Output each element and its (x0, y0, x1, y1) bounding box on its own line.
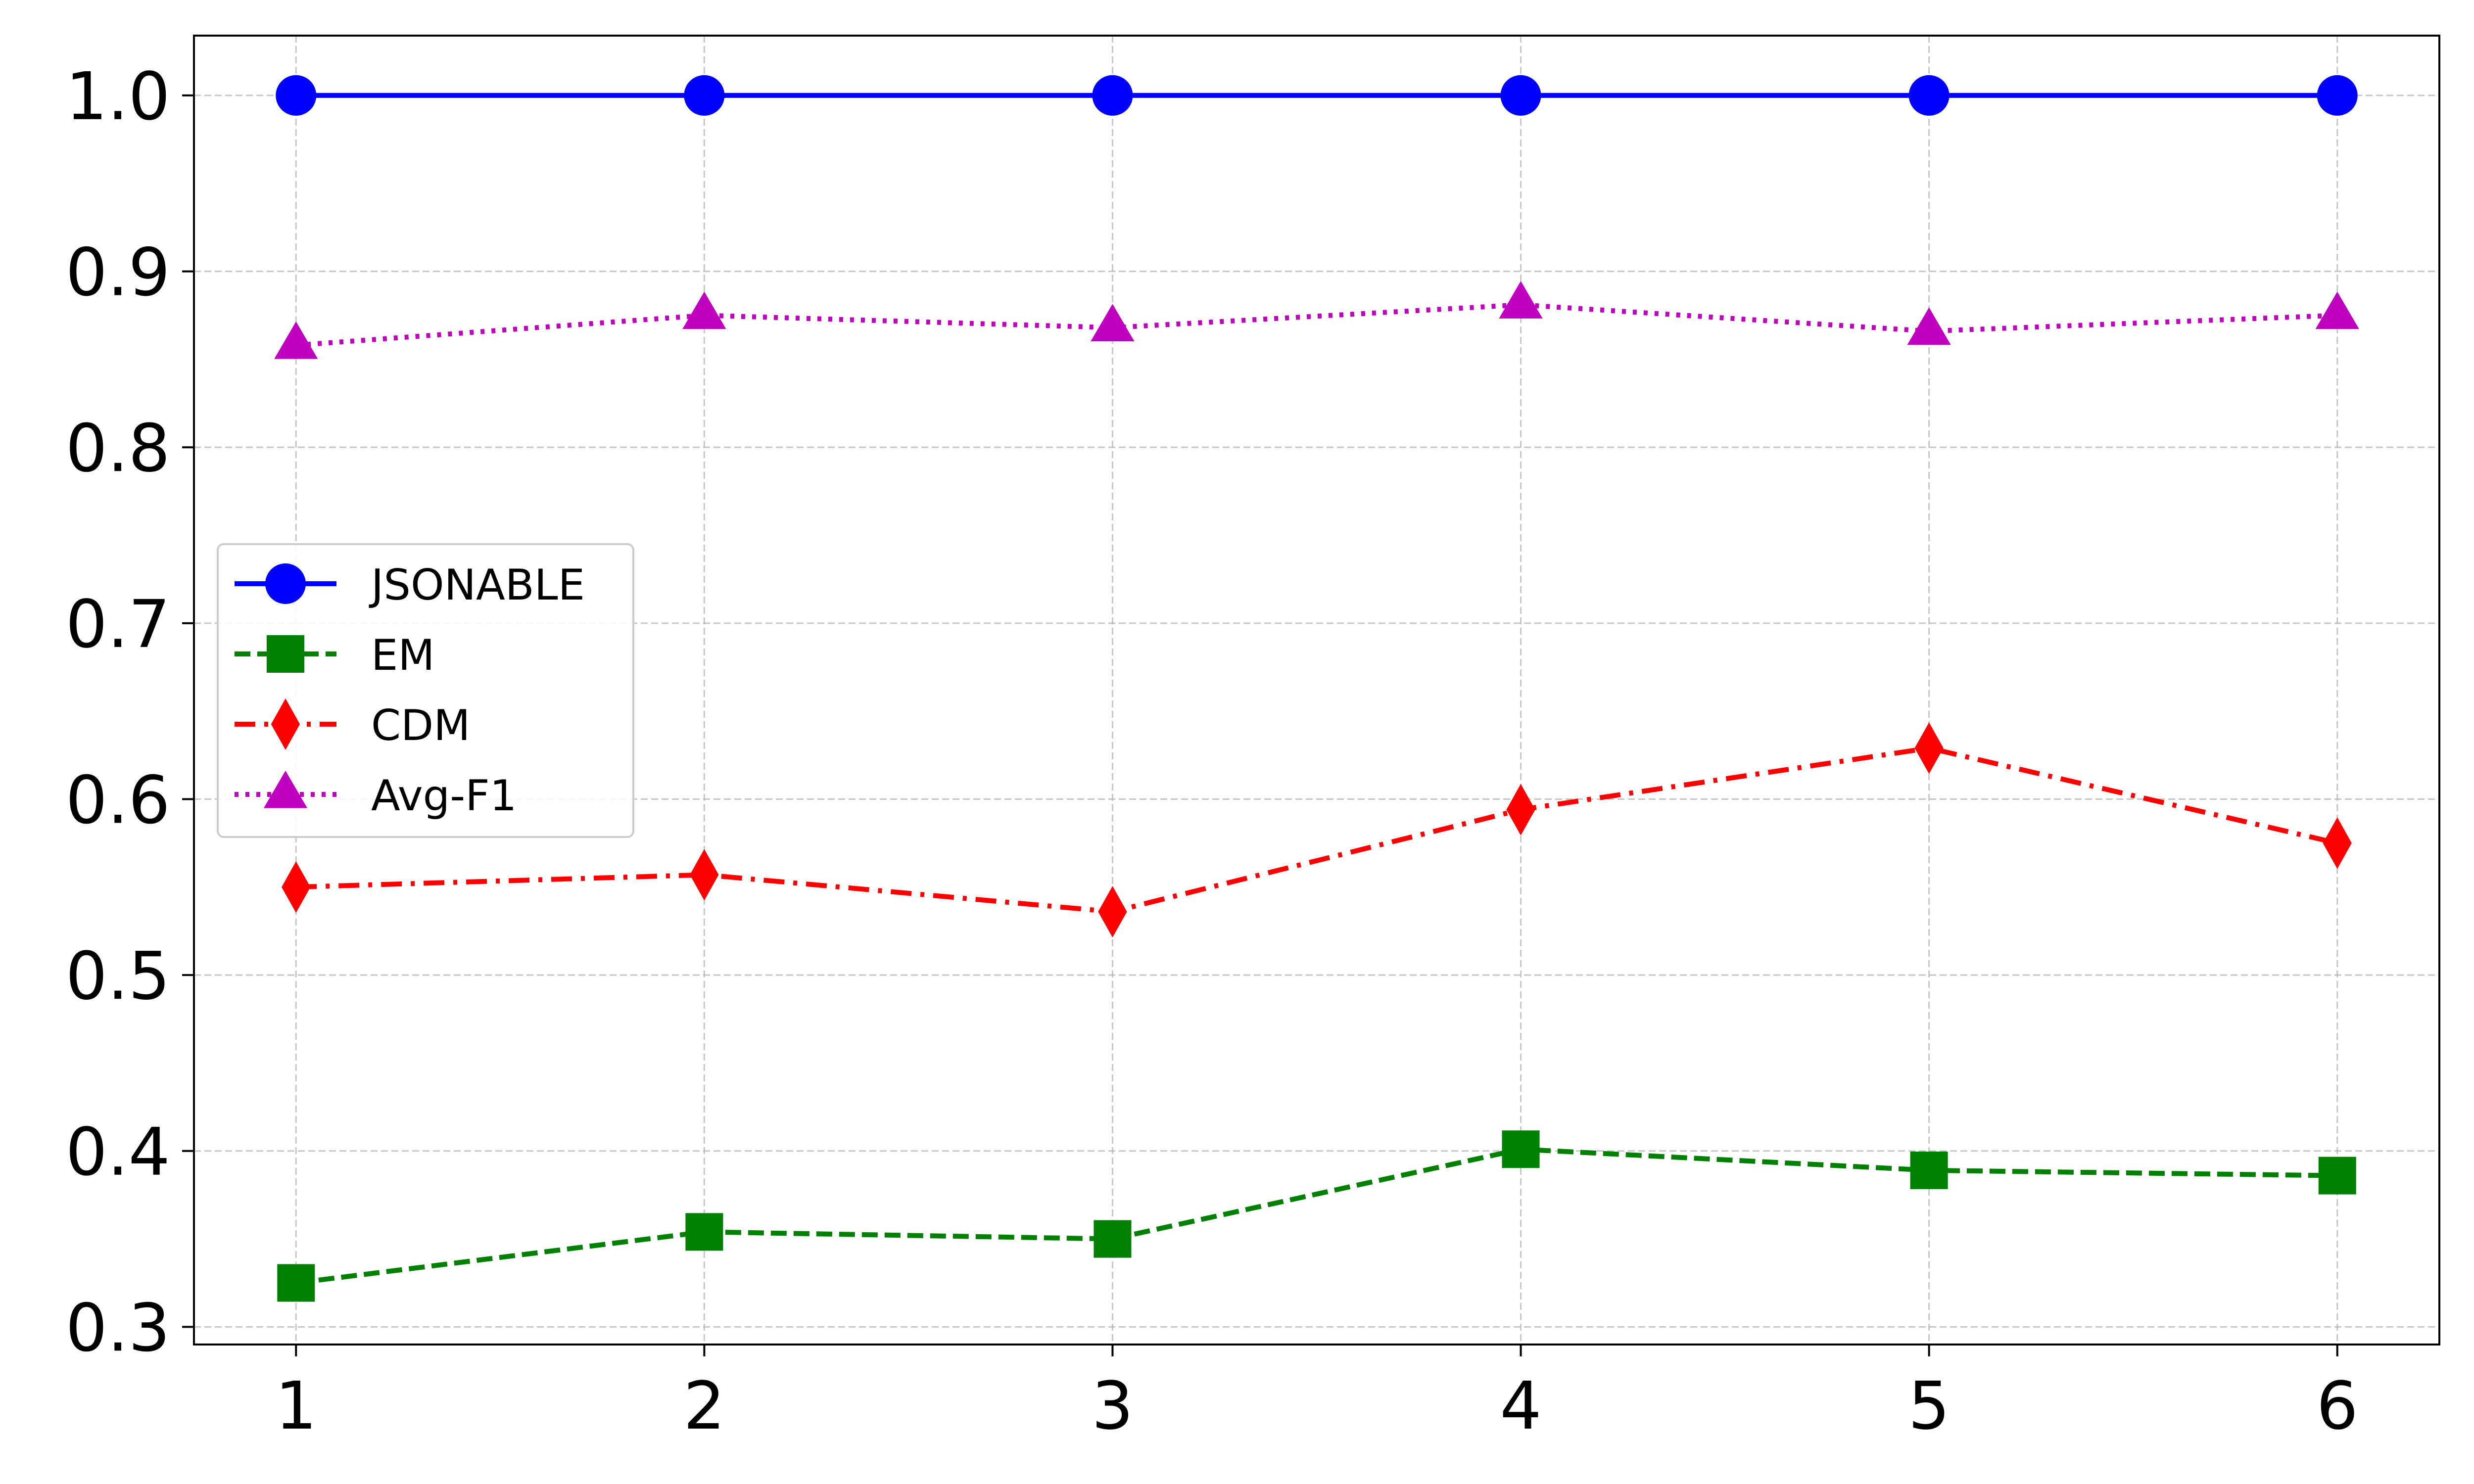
data-point-em (685, 1213, 723, 1251)
y-tick-label: 0.5 (65, 938, 170, 1015)
series-line-cdm (296, 745, 2338, 915)
y-tick-label: 0.3 (65, 1290, 170, 1366)
data-point-em (2318, 1157, 2356, 1195)
series-avg-f1 (274, 281, 2359, 359)
legend-marker-jsonable (265, 563, 306, 604)
data-point-cdm (1506, 784, 1535, 835)
data-point-em (1910, 1151, 1948, 1189)
data-point-avg-f1 (2315, 291, 2359, 329)
x-tick-label: 2 (683, 1368, 725, 1444)
legend-marker-cdm (271, 698, 300, 750)
y-tick-label: 0.7 (65, 587, 170, 663)
plot-frame (193, 35, 2440, 1345)
data-point-em (1094, 1220, 1132, 1258)
data-point-jsonable (276, 75, 317, 116)
y-tick-label: 0.9 (65, 235, 170, 311)
x-tick-label: 3 (1092, 1368, 1134, 1444)
data-point-jsonable (1092, 75, 1133, 116)
series-cdm (282, 722, 2352, 938)
data-point-avg-f1 (274, 321, 318, 359)
y-tick-label: 0.6 (65, 763, 170, 839)
data-point-avg-f1 (1907, 307, 1951, 345)
legend-label-jsonable: JSONABLE (369, 560, 585, 610)
x-tick-label: 6 (2316, 1368, 2358, 1444)
y-tick-label: 0.4 (65, 1114, 170, 1191)
legend-marker-avg-f1 (263, 771, 308, 808)
data-point-avg-f1 (682, 291, 726, 329)
data-point-em (1502, 1130, 1540, 1168)
data-point-jsonable (1908, 75, 1950, 116)
data-point-jsonable (1500, 75, 1541, 116)
legend-label-avg-f1: Avg-F1 (371, 771, 517, 821)
legend-box (217, 543, 634, 838)
series-line-em (295, 1147, 2337, 1286)
data-point-cdm (2323, 817, 2352, 869)
legend: JSONABLE EM CDM Avg-F1 (217, 543, 634, 838)
data-point-avg-f1 (1499, 281, 1543, 319)
data-point-cdm (1098, 886, 1127, 938)
data-point-jsonable (2317, 75, 2358, 116)
data-point-jsonable (684, 75, 725, 116)
data-point-cdm (690, 849, 719, 901)
x-tick-label: 5 (1908, 1368, 1950, 1444)
series-em (277, 1130, 2356, 1302)
data-point-cdm (282, 861, 311, 913)
legend-marker-em (267, 635, 304, 673)
legend-label-em: EM (371, 631, 435, 680)
series-jsonable (276, 75, 2358, 116)
y-tick-label: 1.0 (65, 59, 170, 135)
data-point-em (277, 1264, 315, 1302)
series-line-avg-f1 (295, 302, 2337, 348)
x-tick-label: 4 (1500, 1368, 1542, 1444)
plot-series (274, 75, 2359, 1302)
data-point-cdm (1914, 722, 1944, 774)
y-tick-label: 0.8 (65, 411, 170, 487)
x-tick-label: 1 (275, 1368, 317, 1444)
axes: 1 2 3 4 5 6 0.3 0.4 0.5 0.6 0.7 0.8 0.9 1.0 (65, 59, 2358, 1444)
data-point-avg-f1 (1091, 304, 1135, 342)
legend-label-cdm: CDM (371, 701, 470, 750)
